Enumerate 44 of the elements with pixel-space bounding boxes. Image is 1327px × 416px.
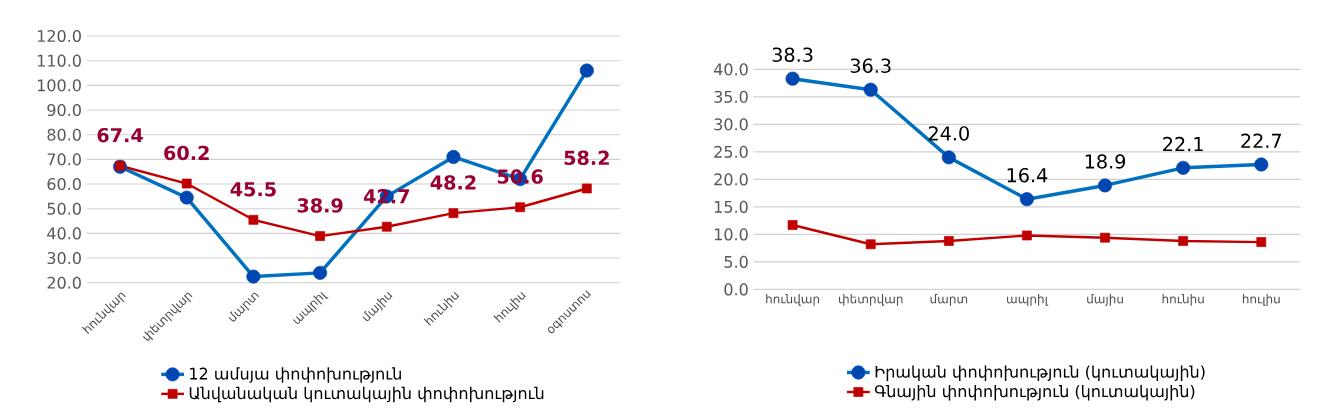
x-tick-label: հունիս — [1162, 294, 1204, 306]
x-tick-label: ապրիլ — [1007, 294, 1049, 306]
legend-label: Իրական փոփոխություն (կուտակային) — [875, 365, 1205, 381]
data-label: 36.3 — [850, 58, 891, 73]
x-tick-label: մարտ — [930, 294, 968, 306]
data-label: 38.9 — [297, 198, 343, 213]
x-tick-label: հունվար — [766, 294, 820, 306]
y-tick-label: 0.0 — [724, 283, 748, 296]
y-tick-label: 60.0 — [47, 177, 81, 191]
data-label: 60.2 — [164, 145, 209, 161]
legend-label: 12 ամսյա փոփոխություն — [190, 367, 401, 383]
legend-label: Գնային փոփոխություն (կուտակային) — [874, 384, 1195, 401]
data-label: 16.4 — [1007, 167, 1048, 183]
y-tick-label: 110.0 — [37, 54, 81, 67]
data-label: 18.9 — [1085, 154, 1126, 169]
data-label: 58.2 — [564, 150, 609, 166]
data-label: 45.5 — [230, 182, 276, 197]
y-tick-label: 10.0 — [714, 228, 748, 241]
y-tick-label: 50.0 — [47, 202, 81, 215]
data-label: 22.7 — [1241, 133, 1282, 148]
data-label: 24.0 — [928, 126, 969, 141]
data-label: 38.3 — [772, 47, 813, 62]
y-tick-label: 120.0 — [37, 29, 81, 43]
y-tick-label: 90.0 — [47, 103, 81, 117]
y-tick-label: 70.0 — [47, 153, 81, 166]
y-tick-label: 20.0 — [47, 276, 81, 289]
y-tick-label: 100.0 — [37, 79, 81, 92]
data-label: 22.1 — [1163, 136, 1203, 152]
y-tick-label: 5.0 — [724, 255, 748, 268]
legend-label: Անվանական կուտակային փոփոխություն — [189, 386, 544, 403]
y-tick-label: 20.0 — [714, 173, 748, 186]
y-tick-label: 15.0 — [714, 200, 748, 213]
y-tick-label: 40.0 — [713, 63, 748, 76]
y-tick-label: 35.0 — [714, 90, 748, 103]
data-label: 67.4 — [97, 127, 143, 143]
x-tick-label: մայիս — [1087, 294, 1123, 306]
y-tick-label: 80.0 — [47, 128, 81, 141]
y-tick-label: 30.0 — [714, 118, 748, 131]
x-tick-label: փետրվար — [838, 294, 903, 306]
data-label: 48.2 — [430, 175, 476, 190]
y-tick-label: 30.0 — [47, 251, 81, 265]
y-tick-label: 25.0 — [714, 145, 748, 158]
x-tick-label: հուլիս — [1242, 294, 1280, 306]
y-tick-label: 40.0 — [47, 227, 81, 240]
